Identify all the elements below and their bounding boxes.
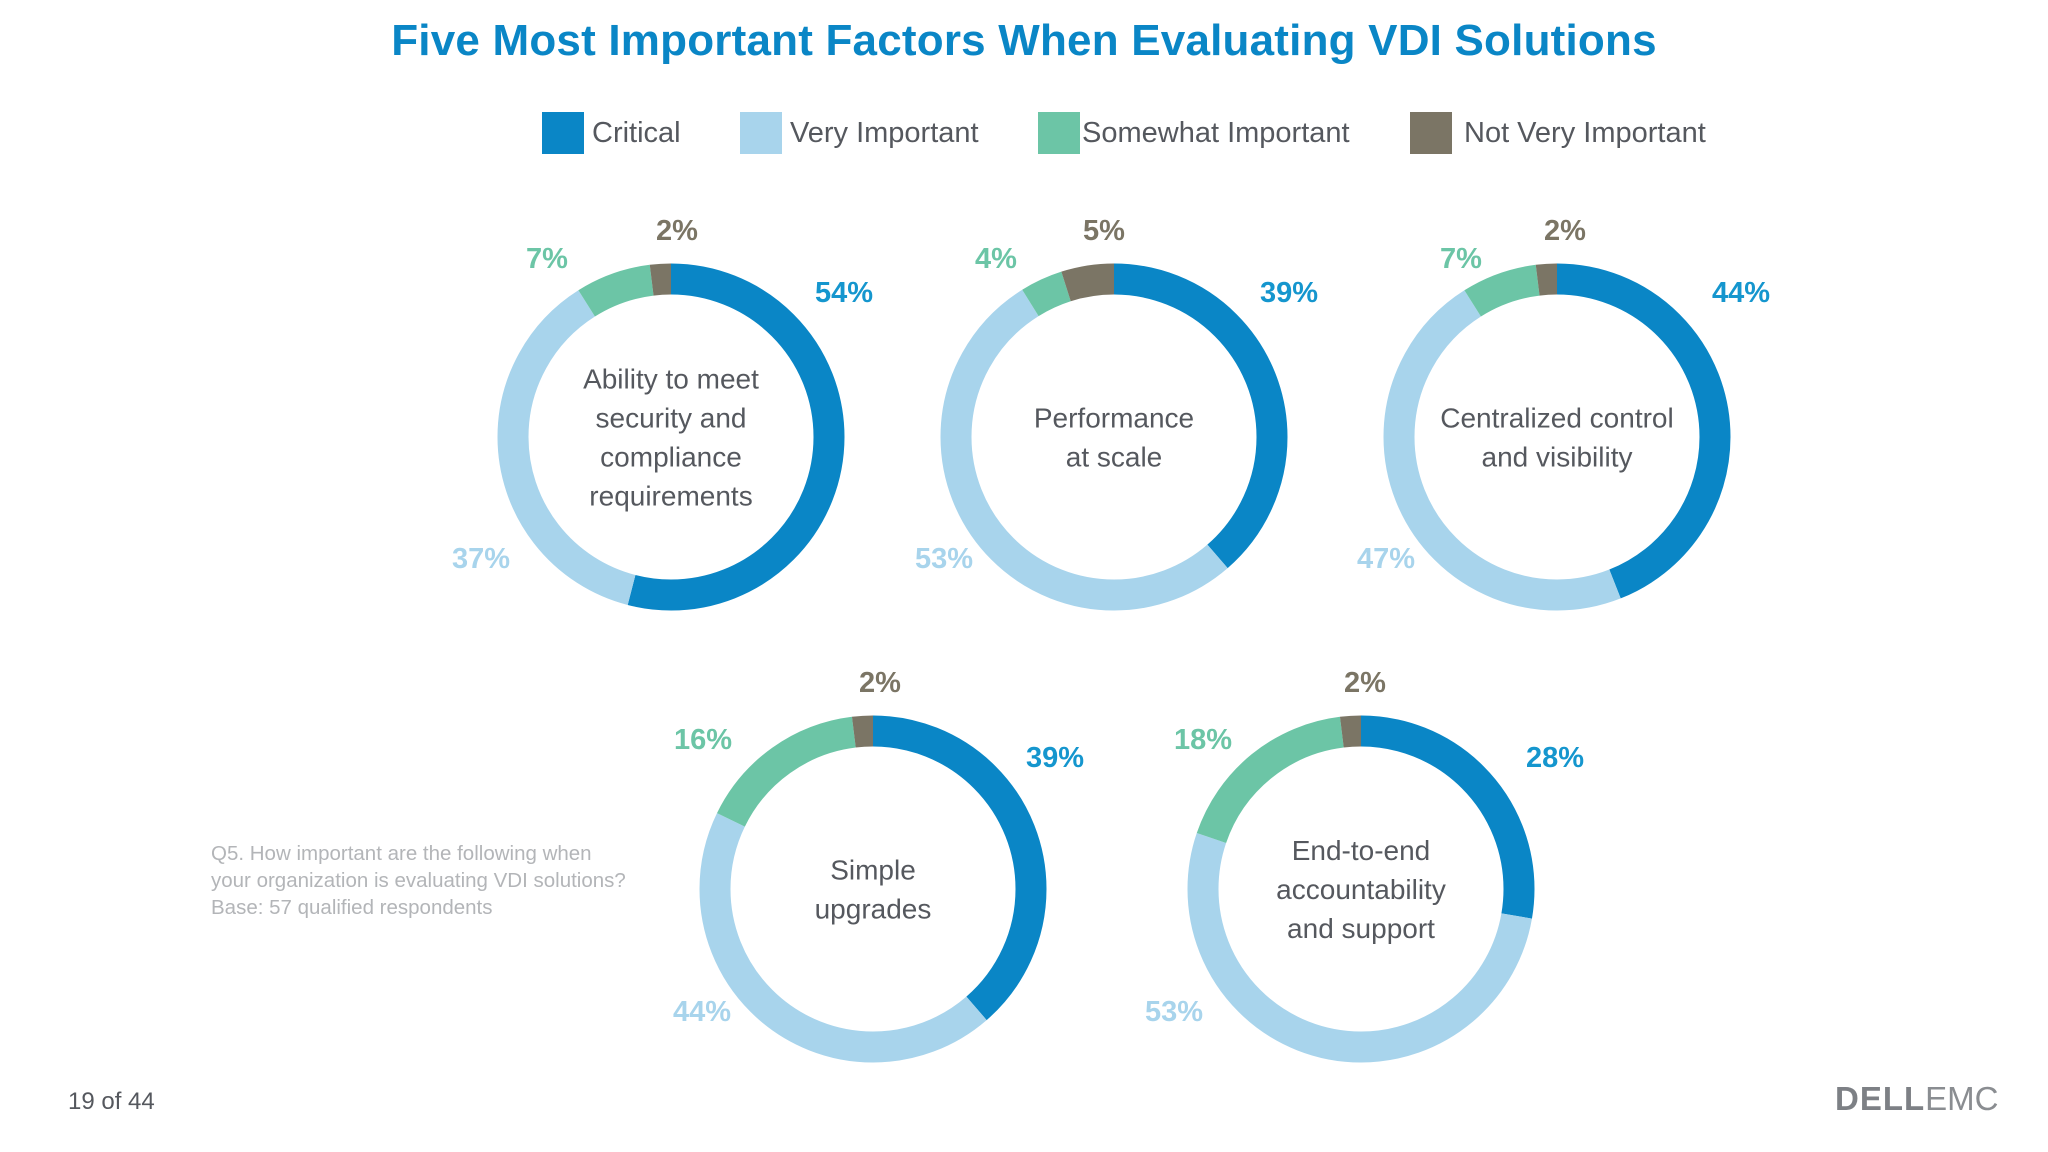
donut-4-label-not-very-important: 2% [859, 667, 901, 699]
donut-3-segment-not-very-important [1383, 263, 1731, 611]
donut-4-label-critical: 39% [1026, 742, 1084, 774]
donut-4-segment-very-important [699, 715, 1047, 1063]
page-number: 19 of 44 [68, 1088, 155, 1115]
donut-chart-4: 39% 44% 16% 2% Simple upgrades [673, 667, 1084, 1063]
donut-chart-2: 39% 53% 4% 5% Performance at scale [915, 215, 1318, 611]
donut-2-segment-very-important [940, 263, 1288, 611]
donut-1-label-very-important: 37% [452, 543, 510, 575]
donut-1-segment-not-very-important [497, 263, 845, 611]
donut-4-segment-not-very-important [699, 715, 1047, 1063]
donut-chart-1: 54% 37% 7% 2% Ability to meet security and com… [452, 215, 873, 611]
legend-label-critical: Critical [592, 116, 681, 149]
footnote-base: Base: 57 qualified respondents [211, 896, 493, 919]
donut-1-label-critical: 54% [815, 277, 873, 309]
donut-3-center-label-line-1: Centralized control [1440, 403, 1673, 434]
donut-2-center-label-line-2: at scale [1066, 442, 1163, 473]
footnote-question: Q5. How important are the following when… [211, 842, 626, 892]
donut-chart-3: 44% 47% 7% 2% Centralized control and visibil… [1357, 215, 1770, 611]
donut-5-center-label-line-3: and support [1287, 913, 1435, 944]
donut-3-segment-very-important [1383, 263, 1731, 611]
footnote: Q5. How important are the following when… [211, 840, 631, 921]
chart-title: Five Most Important Factors When Evaluat… [391, 16, 1657, 65]
donut-3-label-not-very-important: 2% [1544, 215, 1586, 247]
donut-1-center-label-line-3: compliance [600, 442, 742, 473]
donut-5-center-label-line-2: accountability [1276, 874, 1446, 905]
legend-swatch-somewhat-important [1038, 112, 1080, 154]
legend-label-not-very-important: Not Very Important [1464, 116, 1706, 149]
donut-1-center-label-line-4: requirements [589, 481, 752, 512]
legend-label-somewhat-important: Somewhat Important [1082, 116, 1350, 149]
legend-item-very-important: Very Important [740, 112, 979, 154]
donut-4-center-label-line-2: upgrades [815, 894, 932, 925]
donut-2-segment-not-very-important [940, 263, 1288, 611]
donut-2-center-label-line-1: Performance [1034, 403, 1194, 434]
donut-5-center-label-line-1: End-to-end [1292, 835, 1431, 866]
donut-3-label-somewhat-important: 7% [1440, 243, 1482, 275]
donut-3-label-very-important: 47% [1357, 543, 1415, 575]
donut-1-center-label-line-2: security and [596, 403, 747, 434]
legend-label-very-important: Very Important [790, 116, 979, 149]
donut-2-label-somewhat-important: 4% [975, 243, 1017, 275]
donut-1-segment-very-important [497, 263, 845, 611]
donut-1-label-somewhat-important: 7% [526, 243, 568, 275]
donut-4-label-very-important: 44% [673, 996, 731, 1028]
donut-5-label-critical: 28% [1526, 742, 1584, 774]
donut-chart-5: 28% 53% 18% 2% End-to-end accountability and s… [1145, 667, 1584, 1063]
donut-2-label-very-important: 53% [915, 543, 973, 575]
legend-swatch-critical [542, 112, 584, 154]
dell-emc-logo: DELLEMC [1835, 1080, 1999, 1118]
donut-5-label-somewhat-important: 18% [1174, 724, 1232, 756]
legend-item-not-very-important: Not Very Important [1410, 112, 1706, 154]
donut-1-label-not-very-important: 2% [656, 215, 698, 247]
donut-1-center-label-line-1: Ability to meet [583, 364, 759, 395]
donut-2-label-critical: 39% [1260, 277, 1318, 309]
donut-2-label-not-very-important: 5% [1083, 215, 1125, 247]
donut-4-center-label-line-1: Simple [830, 855, 916, 886]
donut-3-label-critical: 44% [1712, 277, 1770, 309]
donut-5-label-not-very-important: 2% [1344, 667, 1386, 699]
legend-swatch-very-important [740, 112, 782, 154]
legend-swatch-not-very-important [1410, 112, 1452, 154]
brand-emc: EMC [1925, 1080, 1999, 1117]
donut-4-label-somewhat-important: 16% [674, 724, 732, 756]
legend-item-critical: Critical [542, 112, 681, 154]
legend-item-somewhat-important: Somewhat Important [1038, 112, 1350, 154]
brand-dell: DELL [1835, 1080, 1926, 1117]
donut-3-center-label-line-2: and visibility [1482, 442, 1633, 473]
donut-5-segment-not-very-important [1187, 715, 1535, 1063]
donut-5-segment-very-important [1187, 715, 1535, 1063]
donut-5-label-very-important: 53% [1145, 996, 1203, 1028]
